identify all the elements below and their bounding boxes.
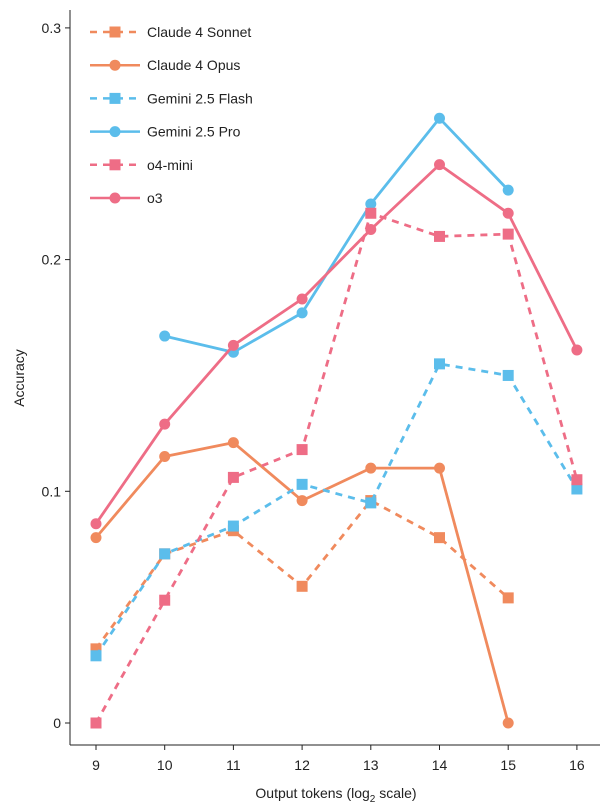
legend-item: o4-mini: [90, 157, 193, 173]
x-tick-label: 12: [294, 757, 310, 773]
x-tick-label: 11: [226, 757, 241, 773]
series-line: [94, 211, 579, 724]
series-line: [164, 116, 510, 354]
data-point: [434, 358, 445, 370]
data-point: [571, 474, 583, 486]
data-point: [434, 112, 445, 124]
data-point: [90, 643, 102, 655]
series-o3: [90, 159, 583, 530]
x-tick-label: 9: [92, 757, 100, 773]
data-point: [159, 451, 171, 463]
series-claude-4-sonnet: [90, 495, 514, 655]
y-tick-label: 0.2: [42, 252, 62, 268]
data-point: [502, 207, 514, 219]
legend-item: Claude 4 Sonnet: [90, 24, 251, 40]
legend-label: Claude 4 Opus: [147, 57, 240, 73]
data-point: [90, 650, 102, 662]
legend: Claude 4 Sonnet Claude 4 Opus Gemini 2.5 F…: [90, 24, 253, 206]
x-tick-label: 14: [432, 757, 448, 773]
data-point: [434, 532, 445, 544]
data-point: [227, 437, 239, 449]
legend-label: o4-mini: [147, 157, 193, 173]
x-axis-title: Output tokens (log2 scale): [255, 785, 416, 805]
data-point: [365, 223, 377, 235]
legend-item: Claude 4 Opus: [90, 57, 240, 73]
legend-label: Gemini 2.5 Flash: [147, 90, 253, 106]
y-tick-label: 0.3: [42, 20, 62, 36]
x-tick-label: 16: [569, 757, 585, 773]
data-point: [159, 594, 171, 606]
data-point: [296, 495, 308, 507]
x-tick-label: 10: [157, 757, 173, 773]
data-point: [296, 444, 308, 456]
legend-marker: [109, 92, 121, 104]
series-claude-4-opus: [90, 437, 514, 729]
series-line: [94, 362, 579, 657]
data-point: [434, 230, 445, 242]
legend-label: Claude 4 Sonnet: [147, 24, 251, 40]
data-point: [227, 520, 239, 532]
legend-marker: [109, 59, 121, 71]
legend-marker: [109, 192, 121, 204]
x-tick-label: 13: [363, 757, 379, 773]
series-gemini-2-5-pro: [159, 112, 514, 358]
data-point: [502, 184, 514, 196]
legend-marker: [109, 26, 121, 38]
y-axis-title: Accuracy: [11, 349, 27, 407]
data-point: [227, 339, 239, 351]
data-point: [502, 228, 514, 240]
data-point: [296, 293, 308, 305]
data-point: [434, 462, 445, 474]
y-tick-label: 0: [53, 715, 61, 731]
y-tick-label: 0.1: [42, 483, 62, 499]
legend-item: o3: [90, 190, 163, 206]
data-point: [502, 592, 514, 604]
legend-marker: [109, 159, 121, 171]
data-point: [502, 717, 514, 729]
data-point: [159, 548, 171, 560]
data-point: [571, 483, 583, 495]
legend-marker: [109, 126, 121, 138]
data-point: [296, 307, 308, 319]
legend-label: o3: [147, 190, 163, 206]
legend-label: Gemini 2.5 Pro: [147, 124, 241, 140]
legend-item: Gemini 2.5 Pro: [90, 124, 241, 140]
data-point: [365, 207, 377, 219]
axes: 0 0.1 0.2 0.3 9 10 11 12 13 14 15 16: [42, 10, 600, 773]
series-gemini-2-5-flash: [90, 358, 583, 662]
data-point: [365, 497, 377, 509]
data-point: [90, 518, 102, 530]
series-line: [94, 163, 579, 525]
data-point: [90, 532, 102, 544]
data-point: [365, 462, 377, 474]
series-o4-mini: [90, 207, 583, 729]
x-tick-label: 15: [500, 757, 516, 773]
data-point: [296, 478, 308, 490]
data-point: [434, 159, 445, 171]
data-point: [159, 330, 171, 342]
data-point: [365, 198, 377, 210]
data-point: [90, 717, 102, 729]
series-layer: [90, 112, 583, 729]
data-point: [502, 369, 514, 381]
series-line: [94, 499, 510, 650]
data-point: [227, 471, 239, 483]
data-point: [296, 580, 308, 592]
legend-item: Gemini 2.5 Flash: [90, 90, 253, 106]
data-point: [571, 344, 583, 356]
data-point: [159, 418, 171, 430]
